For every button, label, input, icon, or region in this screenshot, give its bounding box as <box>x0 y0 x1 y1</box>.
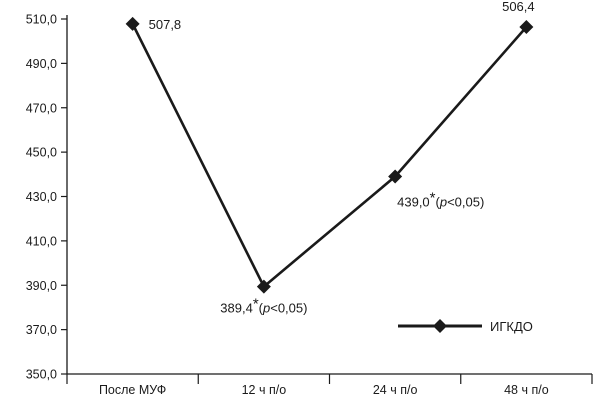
legend: ИГКДО <box>398 319 533 334</box>
x-tick-label: 48 ч п/о <box>504 383 549 397</box>
y-tick-label: 430,0 <box>26 190 57 204</box>
x-tick-label: 12 ч п/о <box>242 383 287 397</box>
y-tick-label: 470,0 <box>26 101 57 115</box>
y-tick-label: 450,0 <box>26 146 57 160</box>
data-label: 507,8 <box>149 17 182 32</box>
x-tick-label: После МУФ <box>99 383 166 397</box>
y-tick-label: 370,0 <box>26 323 57 337</box>
data-point-marker <box>125 16 140 31</box>
x-axis-ticks: После МУФ 12 ч п/о 24 ч п/о 48 ч п/о <box>66 374 593 397</box>
data-point-marker <box>256 279 271 294</box>
series-line <box>131 23 528 288</box>
data-label: 439,0*(p<0,05) <box>397 190 484 210</box>
data-label: 506,4 <box>502 0 535 14</box>
y-tick-label: 510,0 <box>26 13 57 27</box>
data-label: 389,4*(p<0,05) <box>220 296 307 316</box>
data-labels: 507,8 389,4*(p<0,05) 439,0*(p<0,05) 506,4 <box>149 0 535 316</box>
y-tick-label: 390,0 <box>26 279 57 293</box>
data-point-marker <box>519 19 534 34</box>
y-tick-label: 410,0 <box>26 234 57 248</box>
series-igkdo <box>125 16 534 294</box>
data-point-marker <box>388 169 403 184</box>
legend-label: ИГКДО <box>490 319 533 334</box>
y-axis-ticks: 350,0 370,0 390,0 410,0 430,0 450,0 470,0 490,0… <box>26 13 67 382</box>
legend-marker <box>433 319 447 333</box>
x-tick-label: 24 ч п/о <box>373 383 418 397</box>
y-tick-label: 490,0 <box>26 57 57 71</box>
y-tick-label: 350,0 <box>26 368 57 382</box>
